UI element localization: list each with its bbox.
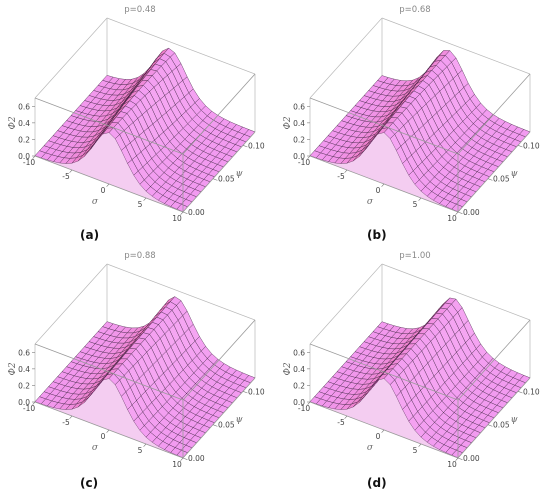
z-tick-label: 0.0 — [18, 398, 30, 407]
x-tick-label: -10 — [23, 404, 35, 413]
z-tick-label: 0.2 — [18, 381, 30, 390]
panel-label-b: (b) — [367, 228, 387, 242]
surface-front-skirt — [35, 132, 183, 212]
chart-title: p=0.68 — [399, 5, 430, 15]
x-tick-label: 10 — [447, 214, 457, 223]
chart-title: p=0.48 — [124, 5, 155, 15]
x-tick-labels: -10 -5 0 5 10 — [298, 401, 459, 469]
y-tick-label: 0.00 — [463, 454, 480, 463]
x-axis-label: σ — [92, 443, 99, 453]
chart-panel-d: -10 -5 0 5 10 0.00 0.05 0.10 0.0 0.2 0.4 0.6 σ ψ Φ2 p=1… — [275, 246, 550, 492]
x-tick-label: 5 — [413, 200, 418, 209]
y-tick-label: 0.05 — [218, 421, 235, 430]
panel-label-a: (a) — [80, 228, 100, 242]
x-tick-label: -10 — [298, 404, 310, 413]
z-axis-label: Φ2 — [8, 362, 18, 375]
surface-plot-c: -10 -5 0 5 10 0.00 0.05 0.10 0.0 0.2 0.4 0.6 σ ψ Φ2 p=0… — [8, 251, 265, 469]
z-tick-label: 0.2 — [293, 135, 305, 144]
y-tick-label: 0.00 — [188, 208, 205, 217]
x-tick-label: -10 — [23, 158, 35, 167]
z-tick-labels: 0.0 0.2 0.4 0.6 — [18, 348, 35, 407]
z-tick-label: 0.4 — [293, 119, 305, 128]
y-tick-labels: 0.00 0.05 0.10 — [457, 387, 540, 463]
surface-front-skirt — [310, 132, 458, 212]
z-tick-label: 0.0 — [293, 152, 305, 161]
z-tick-label: 0.0 — [18, 152, 30, 161]
chart-panel-c: -10 -5 0 5 10 0.00 0.05 0.10 0.0 0.2 0.4 0.6 σ ψ Φ2 p=0… — [0, 246, 275, 492]
surface-front-skirt — [35, 378, 183, 458]
surface-front-skirt — [310, 378, 458, 458]
x-tick-label: 0 — [376, 432, 381, 441]
z-tick-label: 0.4 — [18, 119, 30, 128]
z-tick-label: 0.2 — [18, 135, 30, 144]
y-tick-labels: 0.00 0.05 0.10 — [182, 387, 265, 463]
x-tick-label: 10 — [447, 460, 457, 469]
z-tick-label: 0.6 — [293, 348, 305, 357]
surface-plot-a: -10 -5 0 5 10 0.00 0.05 0.10 0.0 0.2 0.4 0.6 σ ψ Φ2 p=0… — [8, 5, 265, 223]
chart-title: p=1.00 — [399, 251, 430, 261]
x-tick-label: -5 — [62, 418, 70, 427]
x-tick-label: 5 — [138, 200, 143, 209]
x-tick-label: -5 — [62, 172, 70, 181]
surface-mesh — [309, 50, 531, 212]
z-tick-labels: 0.0 0.2 0.4 0.6 — [293, 102, 310, 161]
x-axis-label: σ — [92, 197, 99, 207]
z-tick-label: 0.6 — [18, 102, 30, 111]
z-tick-label: 0.6 — [18, 348, 30, 357]
z-axis-label: Φ2 — [283, 116, 293, 129]
x-tick-label: 0 — [101, 186, 106, 195]
x-tick-label: 10 — [172, 460, 182, 469]
z-tick-labels: 0.0 0.2 0.4 0.6 — [18, 102, 35, 161]
y-tick-label: 0.05 — [218, 175, 235, 184]
x-axis-label: σ — [367, 197, 374, 207]
surface-mesh — [309, 297, 531, 458]
y-tick-label: 0.10 — [248, 141, 265, 150]
y-tick-labels: 0.00 0.05 0.10 — [457, 141, 540, 217]
y-axis-label: ψ — [510, 169, 518, 179]
y-axis-label: ψ — [235, 169, 243, 179]
y-tick-label: 0.05 — [493, 421, 510, 430]
y-axis-label: ψ — [235, 415, 243, 425]
x-tick-label: -5 — [337, 172, 345, 181]
x-axis-label: σ — [367, 443, 374, 453]
panel-label-d: (d) — [367, 476, 387, 490]
x-tick-label: -10 — [298, 158, 310, 167]
x-tick-label: -5 — [337, 418, 345, 427]
x-tick-label: 0 — [101, 432, 106, 441]
z-tick-label: 0.6 — [293, 102, 305, 111]
z-axis-label: Φ2 — [283, 362, 293, 375]
z-tick-label: 0.2 — [293, 381, 305, 390]
y-tick-label: 0.00 — [188, 454, 205, 463]
x-tick-label: 5 — [413, 446, 418, 455]
z-tick-label: 0.4 — [293, 365, 305, 374]
z-tick-labels: 0.0 0.2 0.4 0.6 — [293, 348, 310, 407]
panel-label-c: (c) — [80, 476, 99, 490]
y-tick-label: 0.10 — [248, 387, 265, 396]
chart-panel-b: -10 -5 0 5 10 0.00 0.05 0.10 0.0 0.2 0.4 0.6 σ ψ Φ2 p=0… — [275, 0, 550, 246]
z-tick-label: 0.4 — [18, 365, 30, 374]
y-tick-label: 0.10 — [523, 387, 540, 396]
y-tick-label: 0.00 — [463, 208, 480, 217]
surface-mesh — [34, 296, 256, 458]
x-tick-label: 10 — [172, 214, 182, 223]
chart-title: p=0.88 — [124, 251, 155, 261]
surface-plot-b: -10 -5 0 5 10 0.00 0.05 0.10 0.0 0.2 0.4 0.6 σ ψ Φ2 p=0… — [283, 5, 540, 223]
surface-mesh — [34, 47, 256, 212]
x-tick-labels: -10 -5 0 5 10 — [23, 155, 184, 223]
y-axis-label: ψ — [510, 415, 518, 425]
x-tick-labels: -10 -5 0 5 10 — [298, 155, 459, 223]
z-tick-label: 0.0 — [293, 398, 305, 407]
y-tick-label: 0.10 — [523, 141, 540, 150]
y-tick-labels: 0.00 0.05 0.10 — [182, 141, 265, 217]
x-tick-label: 5 — [138, 446, 143, 455]
x-tick-label: 0 — [376, 186, 381, 195]
chart-panel-a: -10 -5 0 5 10 0.00 0.05 0.10 0.0 0.2 0.4 0.6 σ ψ Φ2 p=0… — [0, 0, 275, 246]
x-tick-labels: -10 -5 0 5 10 — [23, 401, 184, 469]
surface-plot-d: -10 -5 0 5 10 0.00 0.05 0.10 0.0 0.2 0.4 0.6 σ ψ Φ2 p=1… — [283, 251, 540, 469]
y-tick-label: 0.05 — [493, 175, 510, 184]
z-axis-label: Φ2 — [8, 116, 18, 129]
